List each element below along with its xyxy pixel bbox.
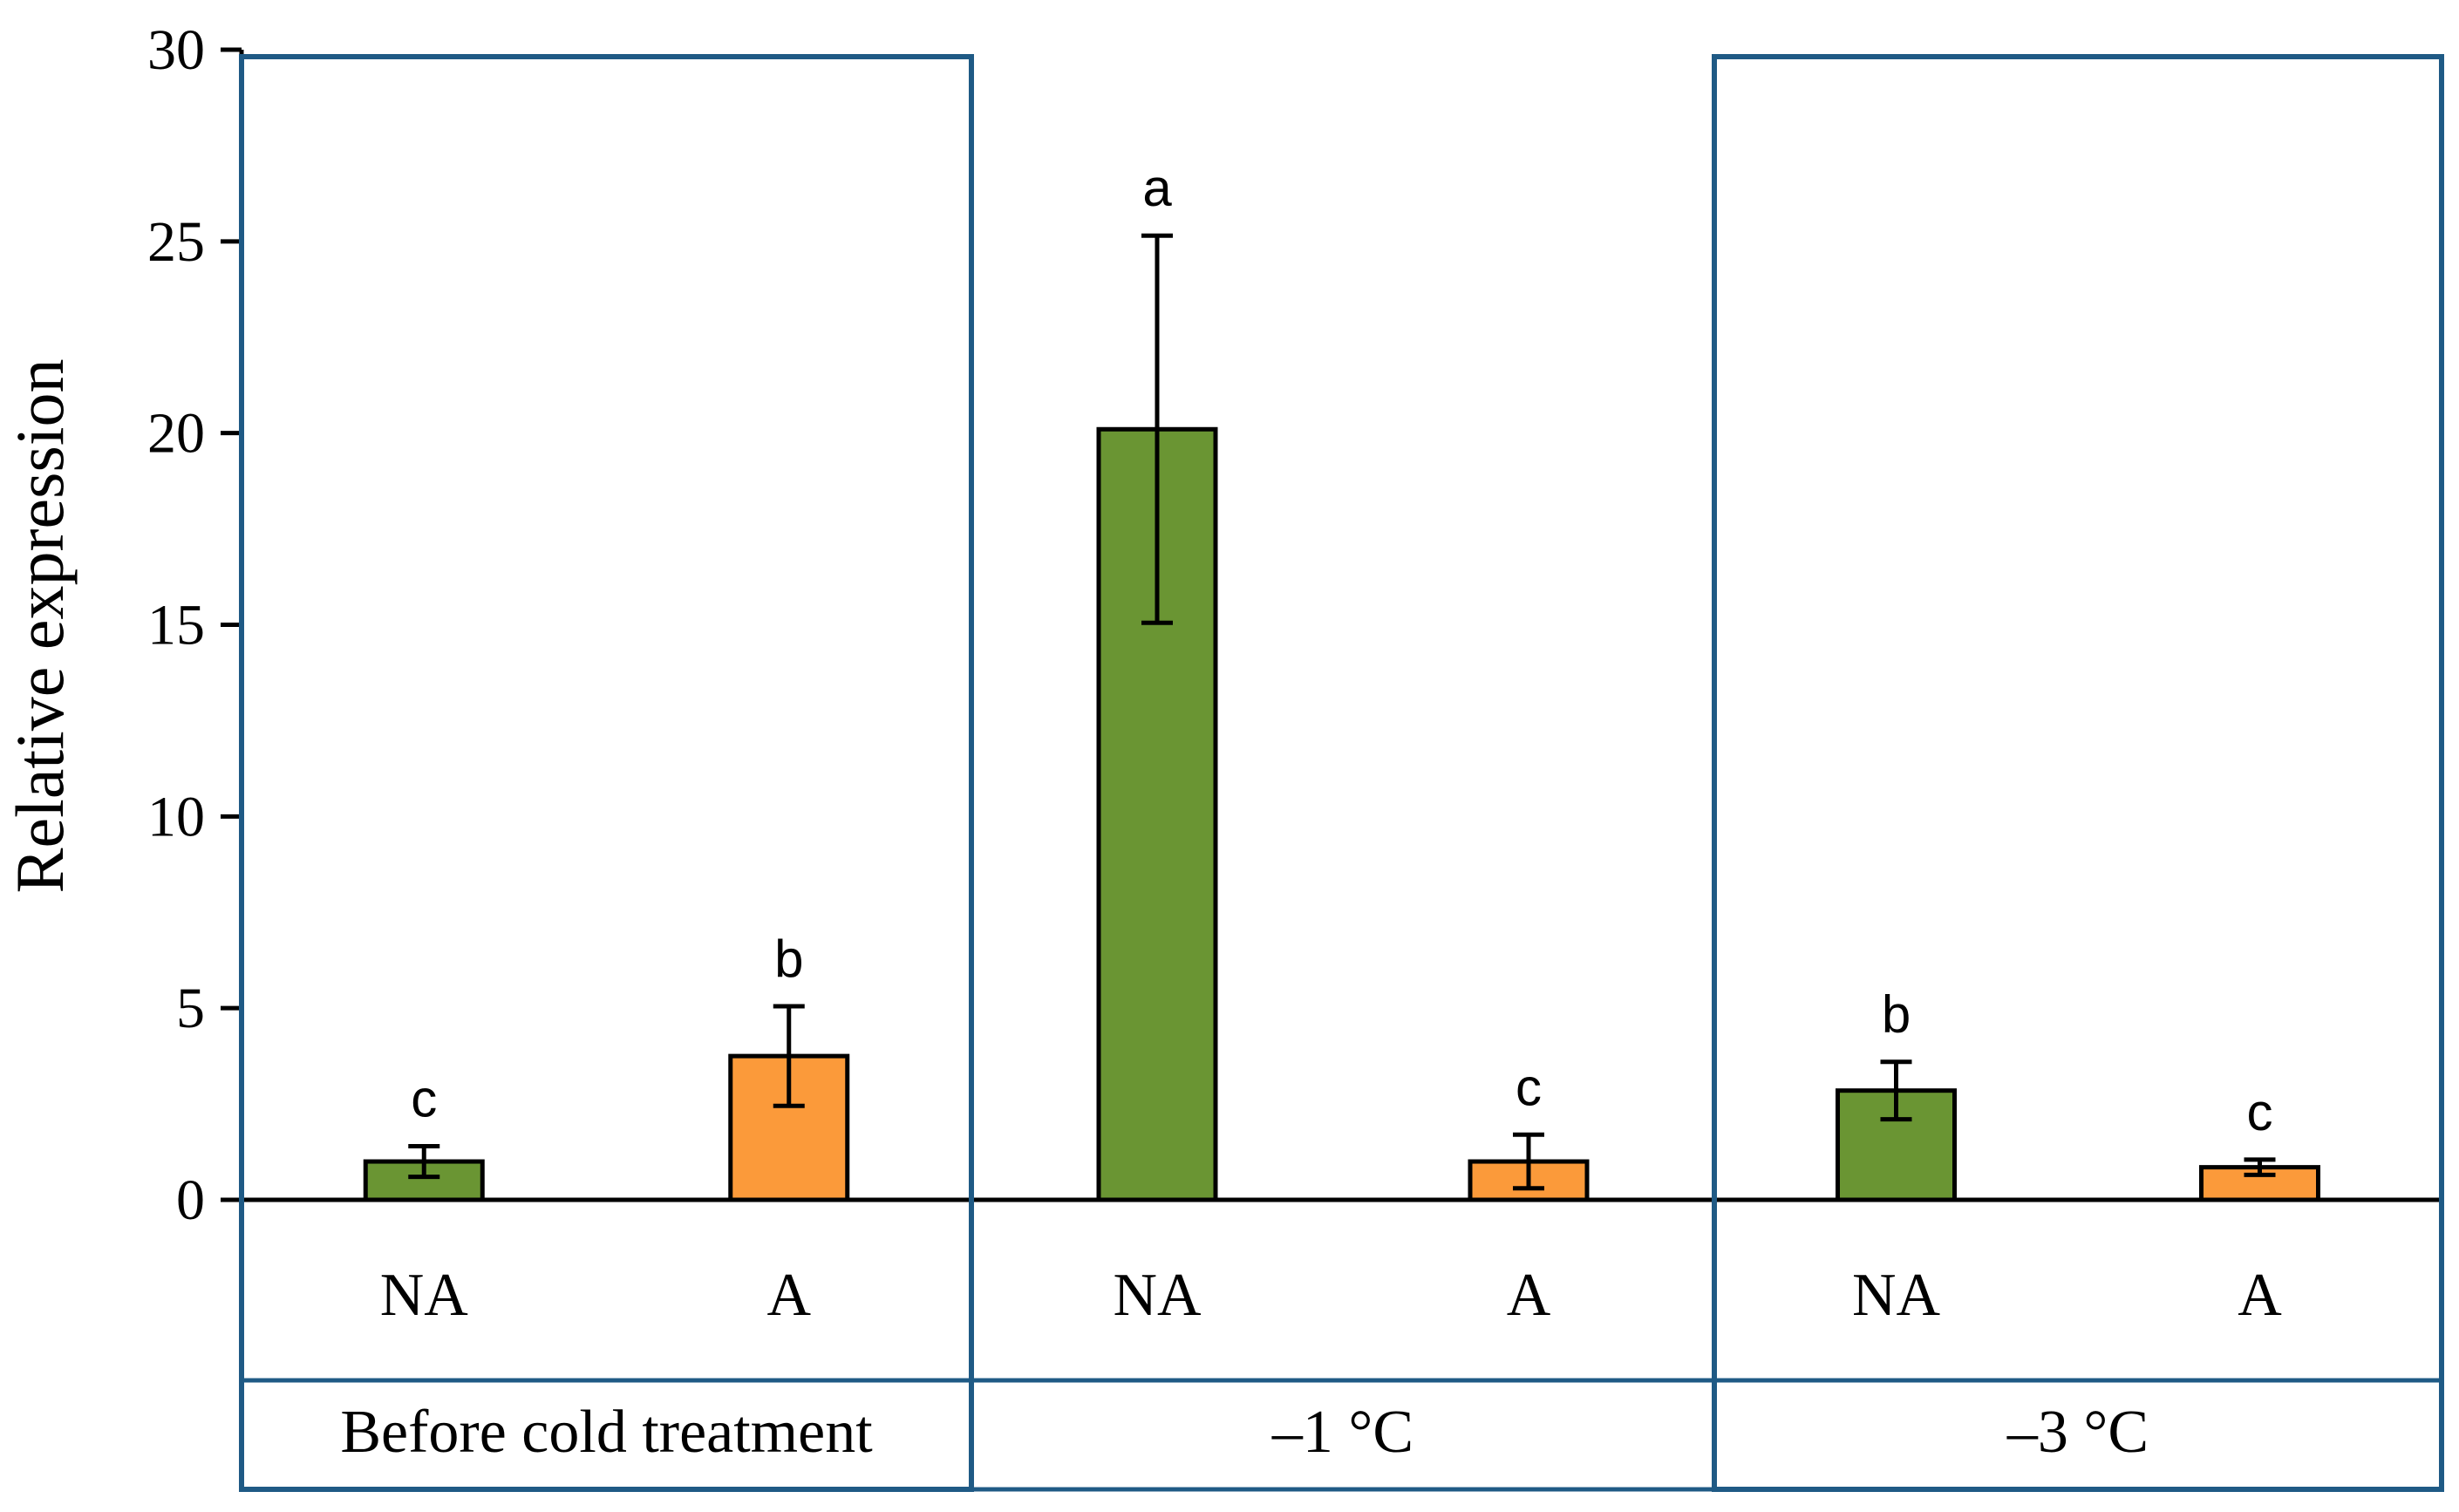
category-label: NA — [380, 1262, 469, 1329]
bar — [1836, 1088, 1957, 1202]
significance-letter: b — [774, 930, 803, 988]
significance-letter: a — [1142, 159, 1172, 217]
significance-letter: c — [2247, 1083, 2273, 1141]
y-tick-label: 20 — [147, 402, 205, 466]
significance-letter: c — [1516, 1058, 1542, 1116]
y-tick-label: 5 — [176, 977, 205, 1040]
category-label: NA — [1113, 1262, 1202, 1329]
category-label: A — [766, 1262, 811, 1329]
significance-letter: c — [411, 1069, 437, 1127]
category-label: A — [2238, 1262, 2282, 1329]
group-frame — [1712, 54, 2444, 1492]
y-axis-title: Relative expression — [2, 359, 78, 894]
group-frame — [239, 54, 974, 1492]
group-label: Before cold treatment — [340, 1399, 873, 1466]
group-label: –3 °C — [2006, 1399, 2149, 1466]
group-label: –1 °C — [1271, 1399, 1413, 1466]
category-label: A — [1507, 1262, 1551, 1329]
y-tick-label: 30 — [147, 18, 205, 82]
y-tick-label: 10 — [147, 785, 205, 848]
significance-letter: b — [1882, 985, 1911, 1044]
y-tick-label: 0 — [176, 1168, 205, 1232]
y-tick-label: 25 — [147, 210, 205, 274]
y-tick-label: 15 — [147, 594, 205, 657]
category-label: NA — [1852, 1262, 1941, 1329]
